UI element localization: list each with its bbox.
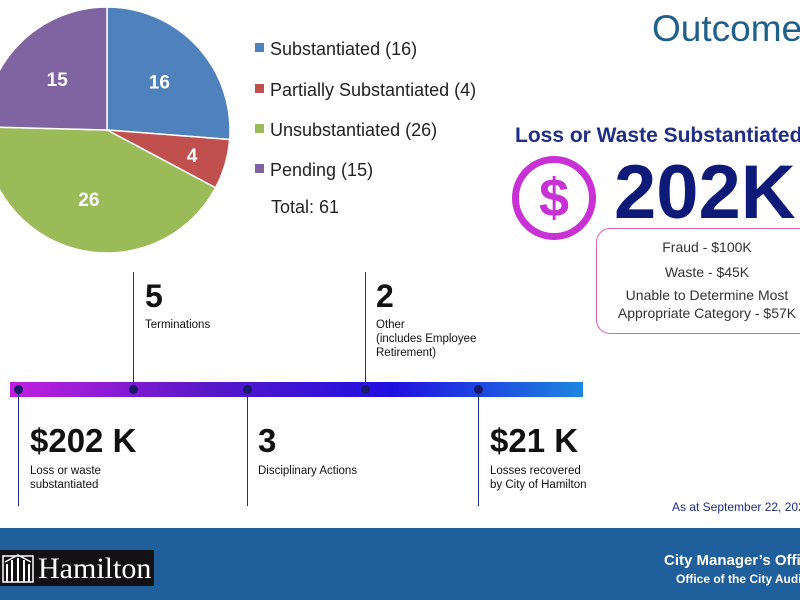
legend-label: Substantiated (16) xyxy=(270,38,418,59)
loss-waste-value: $202 K xyxy=(30,422,137,459)
breakdown-undetermined-2: Appropriate Category - $57K xyxy=(617,305,797,321)
pie-slice-3 xyxy=(0,6,108,131)
terminations-value: 5 xyxy=(145,278,163,314)
pie-slice-0 xyxy=(106,6,231,141)
loss-waste-label: Loss or waste substantiated xyxy=(30,465,101,491)
as-at-date: As at September 22, 2021 xyxy=(672,500,800,514)
office-name: City Manager’s Office xyxy=(664,552,800,569)
terminations-label: Terminations xyxy=(145,319,211,331)
legend-label: Pending (15) xyxy=(270,159,374,180)
timeline-dot xyxy=(474,385,483,394)
hamilton-crest-icon xyxy=(2,554,34,583)
sub-office-name: Office of the City Auditor xyxy=(676,572,800,586)
timeline-bar xyxy=(10,382,583,397)
legend-item-pending: Pending (15) xyxy=(255,159,373,181)
other-value: 2 xyxy=(376,278,394,314)
pie-data-label-2: 26 xyxy=(78,190,99,211)
pie-chart: 16 4 26 15 xyxy=(0,6,231,254)
timeline-dot xyxy=(243,385,252,394)
disciplinary-label: Disciplinary Actions xyxy=(258,465,358,477)
legend-item-unsubstantiated: Unsubstantiated (26) xyxy=(255,119,437,141)
timeline-dot xyxy=(129,385,138,394)
loss-breakdown: Fraud - $100K Waste - $45K Unable to Det… xyxy=(596,228,800,334)
dollar-sign-glyph: $ xyxy=(538,168,570,228)
timeline-tick xyxy=(133,272,134,390)
legend-swatch xyxy=(255,163,264,173)
legend-swatch xyxy=(255,42,264,52)
hamilton-logo xyxy=(0,550,154,586)
legend-swatch xyxy=(255,123,264,133)
breakdown-waste: Waste - $45K xyxy=(664,264,750,280)
legend-swatch xyxy=(255,83,264,93)
timeline-tick xyxy=(18,390,19,506)
timeline-tick xyxy=(247,390,248,506)
other-label: Other (includes Employee Retirement) xyxy=(376,319,477,359)
recovered-value: $21 K xyxy=(490,422,579,459)
recovered-label: Losses recovered by City of Hamilton xyxy=(490,465,587,491)
dollar-circle-icon xyxy=(512,156,596,240)
pie-data-label-0: 16 xyxy=(149,73,170,94)
timeline-tick xyxy=(365,272,366,390)
legend-label: Unsubstantiated (26) xyxy=(270,119,438,140)
legend-item-substantiated: Substantiated (16) xyxy=(255,38,417,60)
breakdown-fraud: Fraud - $100K xyxy=(662,239,752,255)
timeline-tick xyxy=(478,390,479,506)
logo-text: Hamilton xyxy=(38,552,152,585)
timeline-dot xyxy=(14,385,23,394)
loss-value: 202K xyxy=(614,150,796,235)
loss-title: Loss or Waste Substantiated xyxy=(515,124,800,147)
disciplinary-value: 3 xyxy=(258,422,277,459)
pie-total: Total: 61 xyxy=(271,197,340,217)
breakdown-undetermined-1: Unable to Determine Most xyxy=(625,287,789,303)
page-title: Outcomes xyxy=(652,8,800,49)
legend-label: Partially Substantiated (4) xyxy=(270,79,477,100)
legend-item-partially-substantiated: Partially Substantiated (4) xyxy=(255,79,476,101)
pie-data-label-1: 4 xyxy=(187,146,198,167)
timeline-dot xyxy=(361,385,370,394)
pie-slice-2 xyxy=(0,126,217,254)
pie-data-label-3: 15 xyxy=(47,70,69,91)
